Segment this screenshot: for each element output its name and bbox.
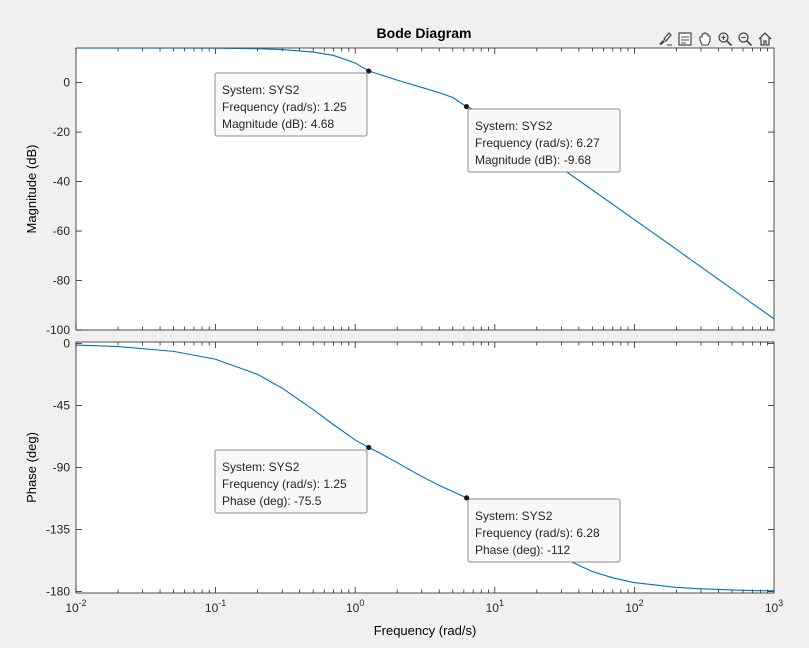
datatip-text: System: SYS2 (475, 119, 553, 133)
datatip-text: Phase (deg): -75.5 (222, 494, 322, 508)
axes-box (75, 341, 775, 594)
chart-title: Bode Diagram (377, 25, 472, 41)
datatip-box (467, 108, 621, 173)
zoom-in-button[interactable] (715, 29, 734, 49)
y-tick-label: -80 (53, 274, 71, 288)
plot-area (76, 48, 774, 330)
series-line (76, 344, 774, 592)
pan-icon (698, 32, 711, 46)
zoom-in-icon (717, 32, 732, 47)
datatip-button[interactable] (675, 29, 694, 49)
y-tick-label: -40 (53, 175, 71, 189)
y-tick-label: -180 (46, 585, 70, 599)
y-axis-label: Magnitude (dB) (24, 145, 39, 234)
datatip-marker (366, 68, 372, 74)
datatip-text: Frequency (rad/s): 1.25 (222, 477, 347, 491)
datatip-box (467, 498, 621, 563)
home-button[interactable] (755, 29, 774, 49)
series-line (76, 48, 774, 320)
datatip-text: Frequency (rad/s): 1.25 (222, 100, 347, 114)
x-tick-label: 103 (765, 598, 783, 615)
datatip-text: System: SYS2 (475, 509, 553, 523)
pan-button[interactable] (695, 29, 714, 49)
datatip-box (214, 72, 368, 137)
datatip-text: Frequency (rad/s): 6.27 (475, 136, 600, 150)
axes-box (75, 47, 775, 331)
zoom-out-icon (737, 32, 752, 47)
datatip-text: Phase (deg): -112 (475, 543, 570, 557)
x-tick-label: 10-1 (205, 598, 226, 615)
y-tick-label: -135 (46, 523, 70, 537)
y-tick-label: 0 (63, 336, 70, 350)
x-tick-label: 100 (346, 598, 364, 615)
x-axis-label: Frequency (rad/s) (374, 623, 477, 638)
datatip-text: Magnitude (dB): 4.68 (222, 117, 334, 131)
y-tick-label: -20 (53, 125, 71, 139)
datatip-text: System: SYS2 (222, 460, 300, 474)
magnitude-axes[interactable]: 0 -20 -40 -60 -80 -100 Magnitude (dB) System: S… (24, 47, 775, 337)
axes-toolbar (655, 28, 774, 50)
x-tick-label: 101 (486, 598, 504, 615)
plot-area (76, 342, 774, 593)
brush-icon (658, 32, 672, 46)
x-tick-label: 10-2 (65, 598, 86, 615)
datatip-marker (463, 495, 470, 501)
datatip-icon (677, 32, 692, 46)
home-icon (758, 32, 771, 46)
datatip-text: System: SYS2 (222, 83, 300, 97)
y-tick-label: -60 (53, 224, 71, 238)
datatip-box (214, 449, 368, 514)
datatip-text: Magnitude (dB): -9.68 (475, 153, 591, 167)
y-tick-label: 0 (63, 76, 70, 90)
x-tick-label: 102 (625, 598, 643, 615)
datatip-marker (463, 103, 470, 110)
y-tick-label: -100 (46, 323, 70, 337)
y-tick-label: -90 (53, 461, 71, 475)
zoom-out-button[interactable] (735, 29, 754, 49)
y-axis-label: Phase (deg) (24, 432, 39, 503)
brush-button[interactable] (655, 29, 674, 49)
datatip-marker (366, 444, 372, 451)
y-tick-label: -45 (53, 398, 71, 412)
phase-axes[interactable]: 0 -45 -90 -135 -180 Phase (deg) 10-2 10-1 100 101… (24, 336, 783, 638)
datatip-text: Frequency (rad/s): 6.28 (475, 526, 600, 540)
